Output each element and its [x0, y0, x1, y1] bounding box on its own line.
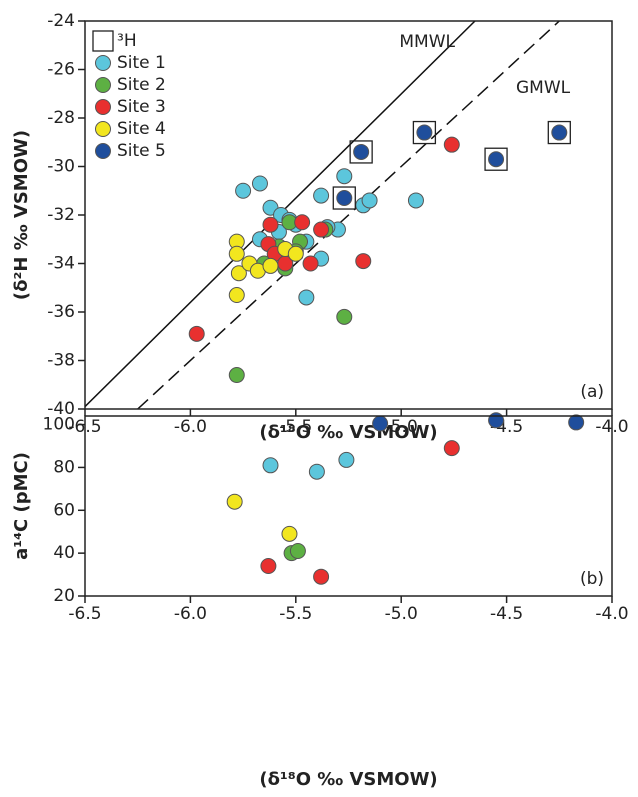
y-tick-label: 100 — [43, 415, 75, 435]
point — [336, 168, 353, 185]
legend-marker — [92, 30, 114, 52]
legend-marker — [95, 55, 111, 71]
point — [262, 216, 279, 233]
x-tick-label: -4.5 — [490, 604, 523, 624]
point — [235, 182, 252, 199]
plot-frame — [84, 20, 613, 410]
x-tick-label: -5.0 — [385, 604, 418, 624]
point — [262, 257, 279, 274]
legend-marker — [95, 121, 111, 137]
point — [336, 308, 353, 325]
point — [251, 175, 268, 192]
point — [230, 265, 247, 282]
point — [372, 415, 389, 432]
y-tick-label: 40 — [53, 543, 75, 563]
point — [298, 289, 315, 306]
y-tick-label: -38 — [47, 351, 75, 371]
point — [313, 568, 330, 585]
tritium-marker — [547, 120, 571, 145]
panel-label: (a) — [580, 382, 604, 402]
y-tick-label: -32 — [47, 205, 75, 225]
legend-label: ³H — [117, 31, 137, 51]
point — [338, 451, 355, 468]
y-tick-label: -26 — [47, 60, 75, 80]
tritium-marker — [332, 186, 356, 210]
legend-label: Site 5 — [117, 141, 166, 161]
tritium-marker — [412, 120, 437, 145]
y-tick-label: -36 — [47, 302, 75, 322]
point — [188, 325, 205, 342]
point — [228, 287, 245, 304]
legend-label: Site 2 — [117, 75, 166, 95]
point — [228, 245, 245, 262]
x-tick-label: -6.0 — [174, 417, 207, 437]
tritium-marker — [349, 140, 373, 164]
point — [313, 187, 330, 204]
tritium-marker — [484, 147, 508, 171]
point — [308, 463, 325, 480]
y-tick-label: -28 — [47, 108, 75, 128]
legend-marker — [95, 77, 111, 93]
legend-label: Site 3 — [117, 97, 166, 117]
legend-marker — [95, 99, 111, 115]
point — [568, 414, 585, 431]
x-tick-label: -6.0 — [174, 604, 207, 624]
legend-label: Site 1 — [117, 53, 166, 73]
y-tick-label: -40 — [47, 399, 75, 419]
y-tick-label: -24 — [47, 11, 75, 31]
point — [302, 255, 319, 272]
point — [443, 136, 460, 153]
point — [353, 143, 370, 160]
x-axis-title: (δ¹⁸O ‰ VSMOW) — [259, 422, 437, 443]
x-tick-label: -5.5 — [279, 604, 312, 624]
x-tick-label: -4.0 — [595, 604, 628, 624]
point — [260, 558, 277, 574]
line-label: MMWL — [399, 32, 455, 52]
y-tick-label: 60 — [53, 500, 75, 520]
legend-marker — [95, 143, 111, 159]
y-axis-title: (δ²H ‰ VSMOW) — [11, 130, 32, 300]
point — [416, 124, 433, 141]
y-tick-label: -34 — [47, 254, 75, 274]
point — [287, 245, 304, 262]
y-tick-label: 80 — [53, 457, 75, 477]
legend-label: Site 4 — [117, 119, 166, 139]
point — [228, 367, 245, 384]
point — [355, 253, 372, 270]
point — [262, 457, 279, 474]
point — [407, 192, 424, 209]
y-tick-label: 20 — [53, 586, 75, 606]
point — [488, 151, 505, 168]
point — [488, 412, 505, 429]
point — [226, 493, 243, 510]
x-tick-label: -6.5 — [68, 604, 101, 624]
line-label: GMWL — [516, 78, 571, 98]
x-tick-label: -5.5 — [279, 417, 312, 437]
point — [443, 440, 460, 457]
point — [551, 124, 568, 141]
y-tick-label: -30 — [47, 157, 75, 177]
x-axis-title: (δ¹⁸O ‰ VSMOW) — [259, 769, 437, 790]
y-axis-title: a¹⁴C (pMC) — [11, 452, 32, 560]
point — [336, 190, 353, 207]
reference-line — [137, 21, 560, 409]
point — [289, 543, 306, 559]
point — [313, 221, 330, 238]
point — [294, 214, 311, 231]
point — [281, 525, 298, 542]
x-tick-label: -5.0 — [385, 417, 418, 437]
point — [361, 192, 378, 209]
panel-label: (b) — [580, 569, 604, 589]
plot-frame — [84, 415, 613, 597]
